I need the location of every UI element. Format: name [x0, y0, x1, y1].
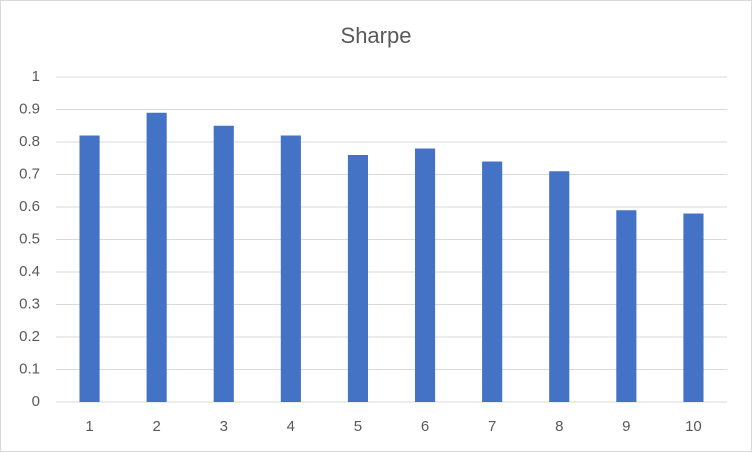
y-tick-label: 0.2	[19, 328, 40, 345]
chart-title: Sharpe	[341, 23, 412, 48]
y-tick-label: 0	[32, 393, 40, 410]
bar	[549, 171, 570, 402]
bar	[79, 135, 100, 402]
x-tick-label: 5	[354, 418, 362, 435]
y-tick-label: 0.8	[19, 133, 40, 150]
x-tick-label: 2	[152, 418, 160, 435]
y-tick-label: 0.5	[19, 230, 40, 247]
x-tick-label: 7	[488, 418, 496, 435]
y-tick-label: 0.7	[19, 165, 40, 182]
bar	[616, 210, 637, 402]
x-tick-label: 1	[85, 418, 93, 435]
bar	[213, 125, 234, 402]
y-tick-label: 0.1	[19, 360, 40, 377]
bar	[347, 155, 369, 402]
bar	[482, 161, 503, 402]
y-tick-label: 0.9	[19, 100, 40, 117]
x-tick-label: 8	[555, 418, 563, 435]
y-tick-label: 0.4	[19, 263, 40, 280]
bar	[414, 148, 436, 402]
y-tick-label: 1	[32, 68, 40, 85]
bar	[146, 112, 167, 402]
bar	[683, 213, 704, 402]
y-tick-label: 0.6	[19, 198, 40, 215]
x-tick-label: 4	[287, 418, 295, 435]
bar	[280, 135, 301, 402]
x-tick-label: 10	[685, 418, 702, 435]
x-tick-label: 6	[421, 418, 429, 435]
y-tick-label: 0.3	[19, 295, 40, 312]
x-tick-label: 3	[220, 418, 228, 435]
x-tick-label: 9	[622, 418, 630, 435]
